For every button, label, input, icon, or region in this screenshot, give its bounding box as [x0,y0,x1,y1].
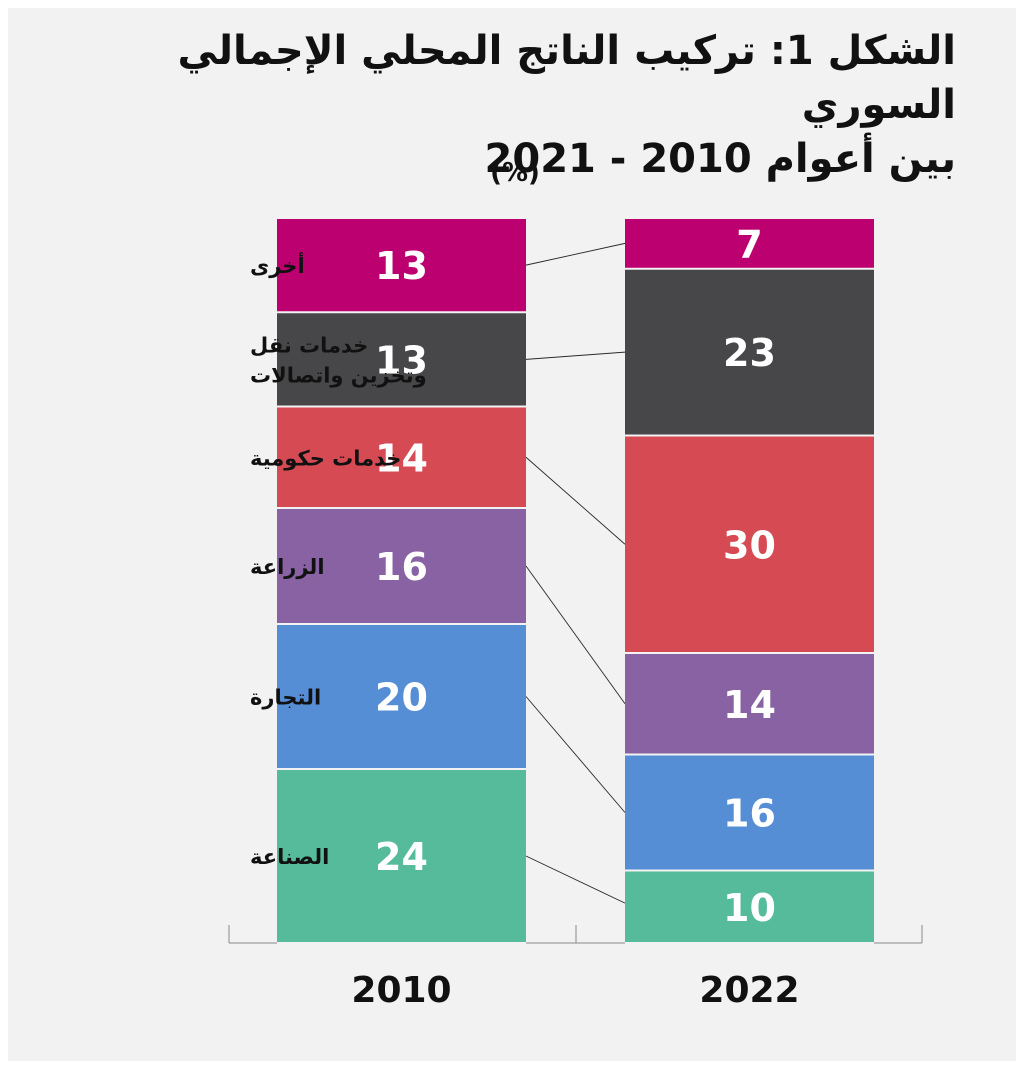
data-label: 14 [723,683,776,727]
chart-title: الشكل 1: تركيب الناتج المحلي الإجمالي ال… [56,24,956,186]
connector-line [525,456,626,545]
bar-segment [277,407,526,507]
connector-line [525,351,626,360]
data-label: 16 [375,545,428,589]
connector-line [525,242,626,266]
bar-segment [277,313,526,406]
bar-segment [277,509,526,623]
bar-segment [625,654,874,754]
data-label: 14 [375,436,428,480]
category-label: خدمات حكومية [250,446,401,470]
bar-segment [625,269,874,435]
connector-line [525,565,626,705]
bar-segment [625,219,874,268]
bar-segment [625,755,874,870]
chart-title-line-1: الشكل 1: تركيب الناتج المحلي الإجمالي ال… [177,28,956,128]
category-label: التجارة [250,686,321,710]
data-label: 13 [375,244,428,288]
bar-segment [277,625,526,768]
category-label: الزراعة [250,555,325,579]
chart-title-line-2: بين أعوام 2010 - 2021 [484,136,956,182]
data-label: 7 [736,222,762,266]
data-label: 30 [723,523,776,567]
category-label: الصناعة [250,845,329,869]
data-label: 13 [375,338,428,382]
unit-label: (%) [490,158,540,188]
x-tick-label: 2022 [699,970,799,1011]
category-label: خدمات نقل [250,333,368,357]
connector-line [525,696,626,813]
connector-line [525,855,626,904]
bar-segment [277,219,526,312]
data-label: 24 [375,835,428,879]
data-label: 10 [723,886,776,930]
bar-segment [277,770,526,942]
x-tick-label: 2010 [351,970,451,1011]
data-label: 23 [723,331,776,375]
category-label: وتخزين واتصالات [250,363,427,387]
data-label: 16 [723,792,776,836]
category-label: أخرى [250,251,305,278]
data-label: 20 [375,676,428,720]
bar-segment [625,436,874,652]
bar-segment [625,871,874,942]
